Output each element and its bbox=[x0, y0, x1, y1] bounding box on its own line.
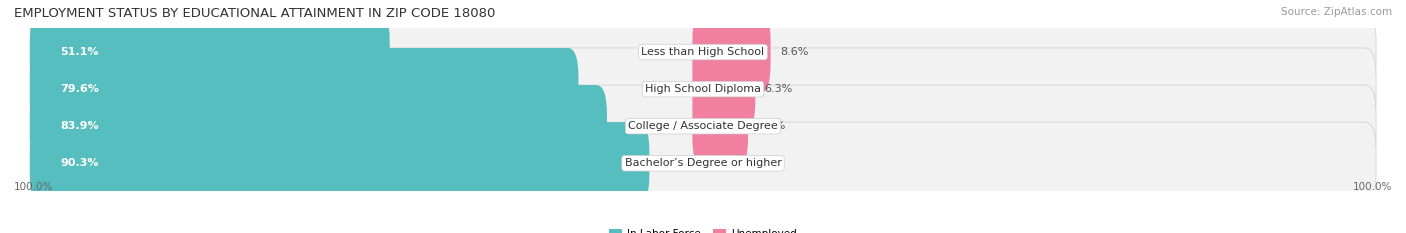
FancyBboxPatch shape bbox=[30, 11, 389, 93]
Text: 100.0%: 100.0% bbox=[14, 182, 53, 192]
Text: 83.9%: 83.9% bbox=[60, 121, 98, 131]
Text: College / Associate Degree: College / Associate Degree bbox=[628, 121, 778, 131]
Text: Bachelor’s Degree or higher: Bachelor’s Degree or higher bbox=[624, 158, 782, 168]
FancyBboxPatch shape bbox=[692, 11, 770, 93]
Text: 6.3%: 6.3% bbox=[765, 84, 793, 94]
Text: 8.6%: 8.6% bbox=[780, 47, 808, 57]
Text: 51.1%: 51.1% bbox=[60, 47, 98, 57]
Text: EMPLOYMENT STATUS BY EDUCATIONAL ATTAINMENT IN ZIP CODE 18080: EMPLOYMENT STATUS BY EDUCATIONAL ATTAINM… bbox=[14, 7, 495, 20]
Text: High School Diploma: High School Diploma bbox=[645, 84, 761, 94]
Text: Less than High School: Less than High School bbox=[641, 47, 765, 57]
FancyBboxPatch shape bbox=[30, 11, 1376, 93]
FancyBboxPatch shape bbox=[692, 48, 755, 130]
Legend: In Labor Force, Unemployed: In Labor Force, Unemployed bbox=[605, 225, 801, 233]
Text: 0.0%: 0.0% bbox=[723, 158, 751, 168]
FancyBboxPatch shape bbox=[30, 48, 1376, 130]
FancyBboxPatch shape bbox=[30, 85, 607, 167]
FancyBboxPatch shape bbox=[30, 48, 578, 130]
Text: 100.0%: 100.0% bbox=[1353, 182, 1392, 192]
Text: Source: ZipAtlas.com: Source: ZipAtlas.com bbox=[1281, 7, 1392, 17]
Text: 5.2%: 5.2% bbox=[758, 121, 786, 131]
FancyBboxPatch shape bbox=[692, 85, 748, 167]
Text: 90.3%: 90.3% bbox=[60, 158, 98, 168]
FancyBboxPatch shape bbox=[30, 85, 1376, 167]
FancyBboxPatch shape bbox=[30, 122, 1376, 204]
Text: 79.6%: 79.6% bbox=[60, 84, 100, 94]
FancyBboxPatch shape bbox=[30, 122, 650, 204]
